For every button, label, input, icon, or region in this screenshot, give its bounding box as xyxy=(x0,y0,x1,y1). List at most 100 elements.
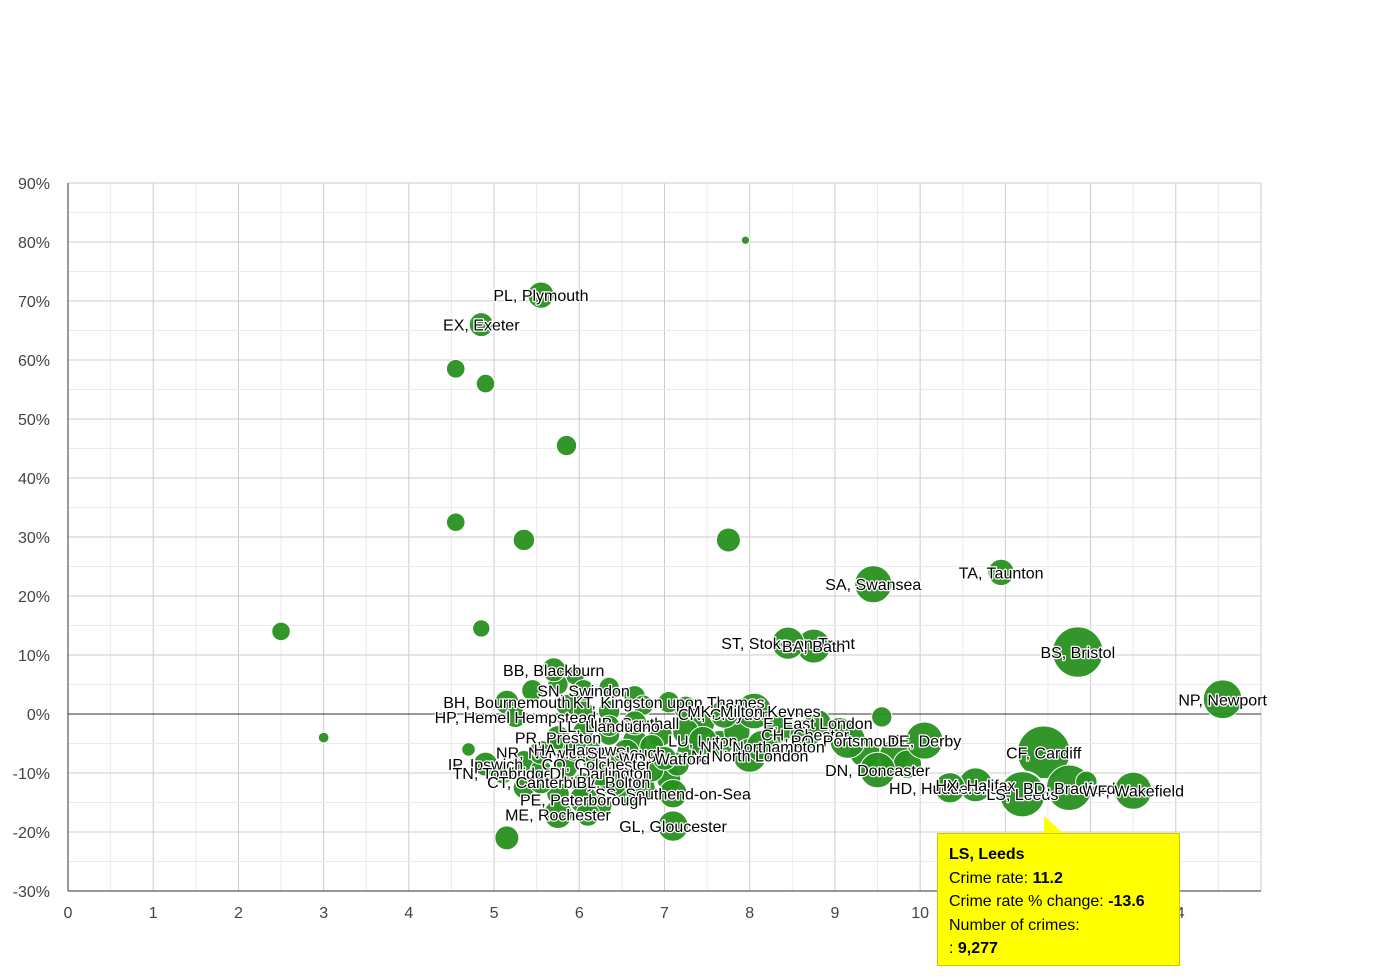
bubble-label: TA, Taunton xyxy=(959,565,1044,582)
y-tick-label: 80% xyxy=(18,235,50,252)
bubble-label: CT, Canterbury xyxy=(487,775,595,792)
bubble xyxy=(572,679,595,702)
y-tick-label: 0% xyxy=(27,707,50,724)
y-tick-label: -20% xyxy=(13,825,50,842)
bubble xyxy=(688,725,718,756)
bubble-label: ST, Stoke-on-Trent xyxy=(721,636,855,653)
bubble-label: GL, Gloucester xyxy=(619,819,727,836)
bubble xyxy=(657,810,689,842)
bubble xyxy=(468,312,494,338)
bubble-label: NR, Norwich xyxy=(496,745,586,762)
x-tick-label: 1 xyxy=(149,905,158,922)
y-tick-label: 30% xyxy=(18,530,50,547)
bubble xyxy=(575,801,601,827)
bubble xyxy=(562,736,588,762)
bubble xyxy=(1202,679,1243,720)
tooltip-crimes-value: 9,277 xyxy=(957,940,998,957)
bubble xyxy=(871,706,893,728)
bubble-label: N, North London xyxy=(691,748,808,765)
y-tick-label: 60% xyxy=(18,353,50,370)
y-tick-label: 90% xyxy=(18,176,50,193)
y-tick-label: 40% xyxy=(18,471,50,488)
y-tick-label: -10% xyxy=(13,766,50,783)
bubble-label: BB, Blackburn xyxy=(503,663,604,680)
bubble-label: PL, Plymouth xyxy=(493,288,588,305)
bubble xyxy=(543,799,573,829)
bubble xyxy=(1075,770,1098,794)
bubble xyxy=(271,621,291,642)
bubbles xyxy=(271,235,1243,851)
bubble xyxy=(1052,626,1104,678)
tooltip-change-label: Crime rate % change: xyxy=(949,893,1109,910)
bubble xyxy=(445,359,466,379)
bubble-label: BH, Bournemouth xyxy=(443,695,570,712)
tooltip-rate-value: 11.2 xyxy=(1032,869,1063,887)
x-tick-label: 0 xyxy=(64,905,73,922)
bubble-label: IP, Ipswich xyxy=(448,757,523,774)
bubble-label: PR, Preston xyxy=(515,731,601,748)
y-tick-label: 50% xyxy=(18,412,50,429)
bubble-label: SA, Swansea xyxy=(825,577,921,594)
bubble xyxy=(804,709,832,737)
x-tick-label: 9 xyxy=(830,905,839,922)
tooltip-crimes-prefix: : xyxy=(949,940,958,957)
bubble xyxy=(905,721,944,760)
bubble xyxy=(740,235,751,245)
bubble-label: BA, Bath xyxy=(782,639,845,656)
bubble xyxy=(829,722,867,759)
tick-labels: 90% 80% 70% 60% 50% 40% 30% 20% 10% 0% -10% -20% -30… xyxy=(13,176,1185,922)
bubble-label: NP, Newport xyxy=(1178,692,1267,709)
bubble-label: WD, Watford xyxy=(619,751,710,768)
bubble xyxy=(445,512,466,533)
tooltip-rate-label: Crime rate: xyxy=(949,869,1033,887)
y-tick-label: 70% xyxy=(18,294,50,311)
bubble xyxy=(521,679,544,702)
bubble xyxy=(541,657,567,683)
bubble-label: E, East London xyxy=(763,716,872,733)
bubble xyxy=(612,738,640,766)
bubble-label: LU, Luton xyxy=(668,734,737,751)
bubble xyxy=(1016,725,1071,780)
tooltip-rate-row: Crime rate: 11.2 xyxy=(949,867,1168,891)
bubble xyxy=(491,761,514,785)
bubble-label: HA, Harrow xyxy=(534,742,617,759)
bubble xyxy=(512,528,536,552)
x-tick-label: 4 xyxy=(404,905,413,922)
bubble-label: ME, Rochester xyxy=(505,807,611,824)
tooltip-change-row: Crime rate % change: -13.6 xyxy=(949,890,1168,914)
bubble xyxy=(586,759,615,787)
bubble xyxy=(622,710,648,736)
x-tick-label: 5 xyxy=(490,905,499,922)
bubble xyxy=(934,772,966,804)
x-tick-label: 7 xyxy=(660,905,669,922)
bubble-label: CO, Colchester xyxy=(542,757,652,774)
bubble xyxy=(658,778,688,809)
bubble xyxy=(1114,771,1153,810)
y-tick-label: 20% xyxy=(18,589,50,606)
bubble xyxy=(504,705,527,729)
bubble-label: CH, Chester xyxy=(761,728,850,745)
bubble xyxy=(657,690,680,714)
bubble xyxy=(472,619,491,638)
bubble xyxy=(854,565,893,604)
bubble-label: PE, Peterborough xyxy=(520,793,647,810)
tooltip-title: LS, Leeds xyxy=(949,846,1025,863)
bubble-label: LS, Leeds xyxy=(986,787,1058,804)
bubble xyxy=(745,729,780,764)
bubble-label: NN, Northampton xyxy=(700,739,825,756)
bubble xyxy=(709,699,739,729)
bubble-highlighted xyxy=(998,770,1047,819)
bubble-label: LL, Llandudno xyxy=(558,719,660,736)
bubble xyxy=(317,731,330,744)
bubble-label: TN, Tonbridge xyxy=(452,766,552,783)
tooltip: LS, Leeds Crime rate: 11.2 Crime rate % … xyxy=(937,833,1180,966)
bubble xyxy=(461,742,476,757)
bubble-label: KT, Kingston upon Thames xyxy=(573,695,765,712)
x-tick-label: 2 xyxy=(234,905,243,922)
bubble-label: PO, Portsmouth xyxy=(791,734,905,751)
bubble xyxy=(494,825,520,851)
bubble xyxy=(528,739,554,765)
x-tick-label: 8 xyxy=(745,905,754,922)
tooltip-pointer xyxy=(1044,816,1064,834)
point-labels: PL, Plymouth EX, Exeter SA, Swansea TA, Tau… xyxy=(433,287,1268,837)
